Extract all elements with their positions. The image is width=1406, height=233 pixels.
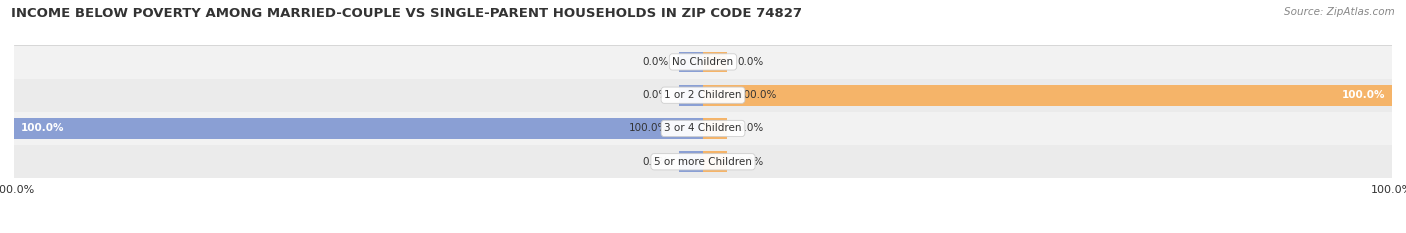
Bar xyxy=(0,112,1406,145)
Text: 0.0%: 0.0% xyxy=(738,123,763,134)
Text: INCOME BELOW POVERTY AMONG MARRIED-COUPLE VS SINGLE-PARENT HOUSEHOLDS IN ZIP COD: INCOME BELOW POVERTY AMONG MARRIED-COUPL… xyxy=(11,7,803,20)
Text: 0.0%: 0.0% xyxy=(738,157,763,167)
Text: 0.0%: 0.0% xyxy=(738,57,763,67)
Bar xyxy=(14,118,703,139)
Text: 3 or 4 Children: 3 or 4 Children xyxy=(664,123,742,134)
Text: Source: ZipAtlas.com: Source: ZipAtlas.com xyxy=(1284,7,1395,17)
Text: 0.0%: 0.0% xyxy=(643,57,669,67)
Text: 100.0%: 100.0% xyxy=(21,123,65,134)
Bar xyxy=(679,85,703,106)
Bar xyxy=(703,151,727,172)
Bar xyxy=(0,79,1406,112)
Bar xyxy=(0,145,1406,178)
Text: No Children: No Children xyxy=(672,57,734,67)
Bar xyxy=(703,118,727,139)
Text: 100.0%: 100.0% xyxy=(628,123,669,134)
Bar xyxy=(679,51,703,72)
Text: 1 or 2 Children: 1 or 2 Children xyxy=(664,90,742,100)
Text: 100.0%: 100.0% xyxy=(738,90,778,100)
Bar xyxy=(0,45,1406,79)
Text: 0.0%: 0.0% xyxy=(643,157,669,167)
Text: 0.0%: 0.0% xyxy=(643,90,669,100)
Text: 5 or more Children: 5 or more Children xyxy=(654,157,752,167)
Text: 100.0%: 100.0% xyxy=(1341,90,1385,100)
Bar xyxy=(703,85,1392,106)
Bar xyxy=(679,151,703,172)
Bar xyxy=(703,51,727,72)
